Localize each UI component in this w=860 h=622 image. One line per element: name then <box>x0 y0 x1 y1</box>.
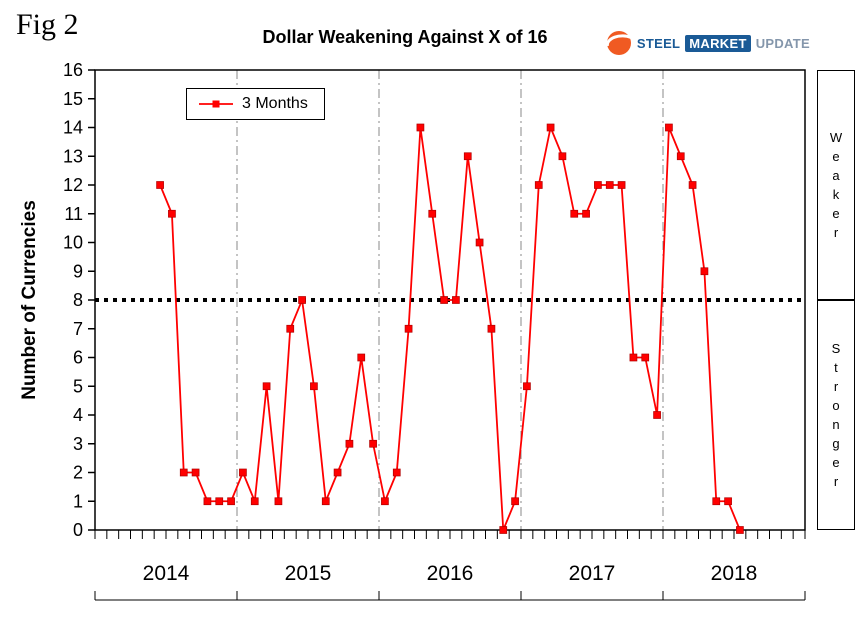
svg-text:16: 16 <box>63 60 83 80</box>
svg-text:0: 0 <box>73 520 83 540</box>
figure-number: Fig 2 <box>16 8 79 41</box>
svg-text:2017: 2017 <box>569 562 616 585</box>
svg-text:9: 9 <box>73 261 83 281</box>
svg-text:12: 12 <box>63 175 83 195</box>
svg-text:14: 14 <box>63 118 83 138</box>
svg-text:3: 3 <box>73 434 83 454</box>
chart-legend: 3 Months <box>186 88 325 120</box>
smu-logo-icon <box>605 31 632 55</box>
svg-text:2018: 2018 <box>711 562 758 585</box>
svg-text:15: 15 <box>63 89 83 109</box>
svg-text:13: 13 <box>63 146 83 166</box>
legend-series-label: 3 Months <box>242 95 308 112</box>
legend-series-marker-icon <box>199 100 233 108</box>
chart-title: Dollar Weakening Against X of 16 <box>262 27 548 47</box>
svg-text:10: 10 <box>63 233 83 253</box>
svg-text:4: 4 <box>73 405 83 425</box>
logo-market-text: MARKET <box>685 34 751 52</box>
svg-text:8: 8 <box>73 290 83 310</box>
logo-steel-text: STEEL <box>636 35 681 51</box>
svg-text:11: 11 <box>64 204 83 224</box>
svg-text:6: 6 <box>73 348 83 368</box>
svg-text:7: 7 <box>73 319 83 339</box>
svg-text:2: 2 <box>73 463 83 483</box>
svg-text:5: 5 <box>73 376 83 396</box>
svg-text:1: 1 <box>73 491 83 511</box>
logo-update-text: UPDATE <box>755 35 810 51</box>
svg-text:2014: 2014 <box>143 562 190 585</box>
smu-logo: STEEL MARKET UPDATE <box>605 30 810 56</box>
svg-text:2015: 2015 <box>285 562 332 585</box>
svg-text:2016: 2016 <box>427 562 474 585</box>
